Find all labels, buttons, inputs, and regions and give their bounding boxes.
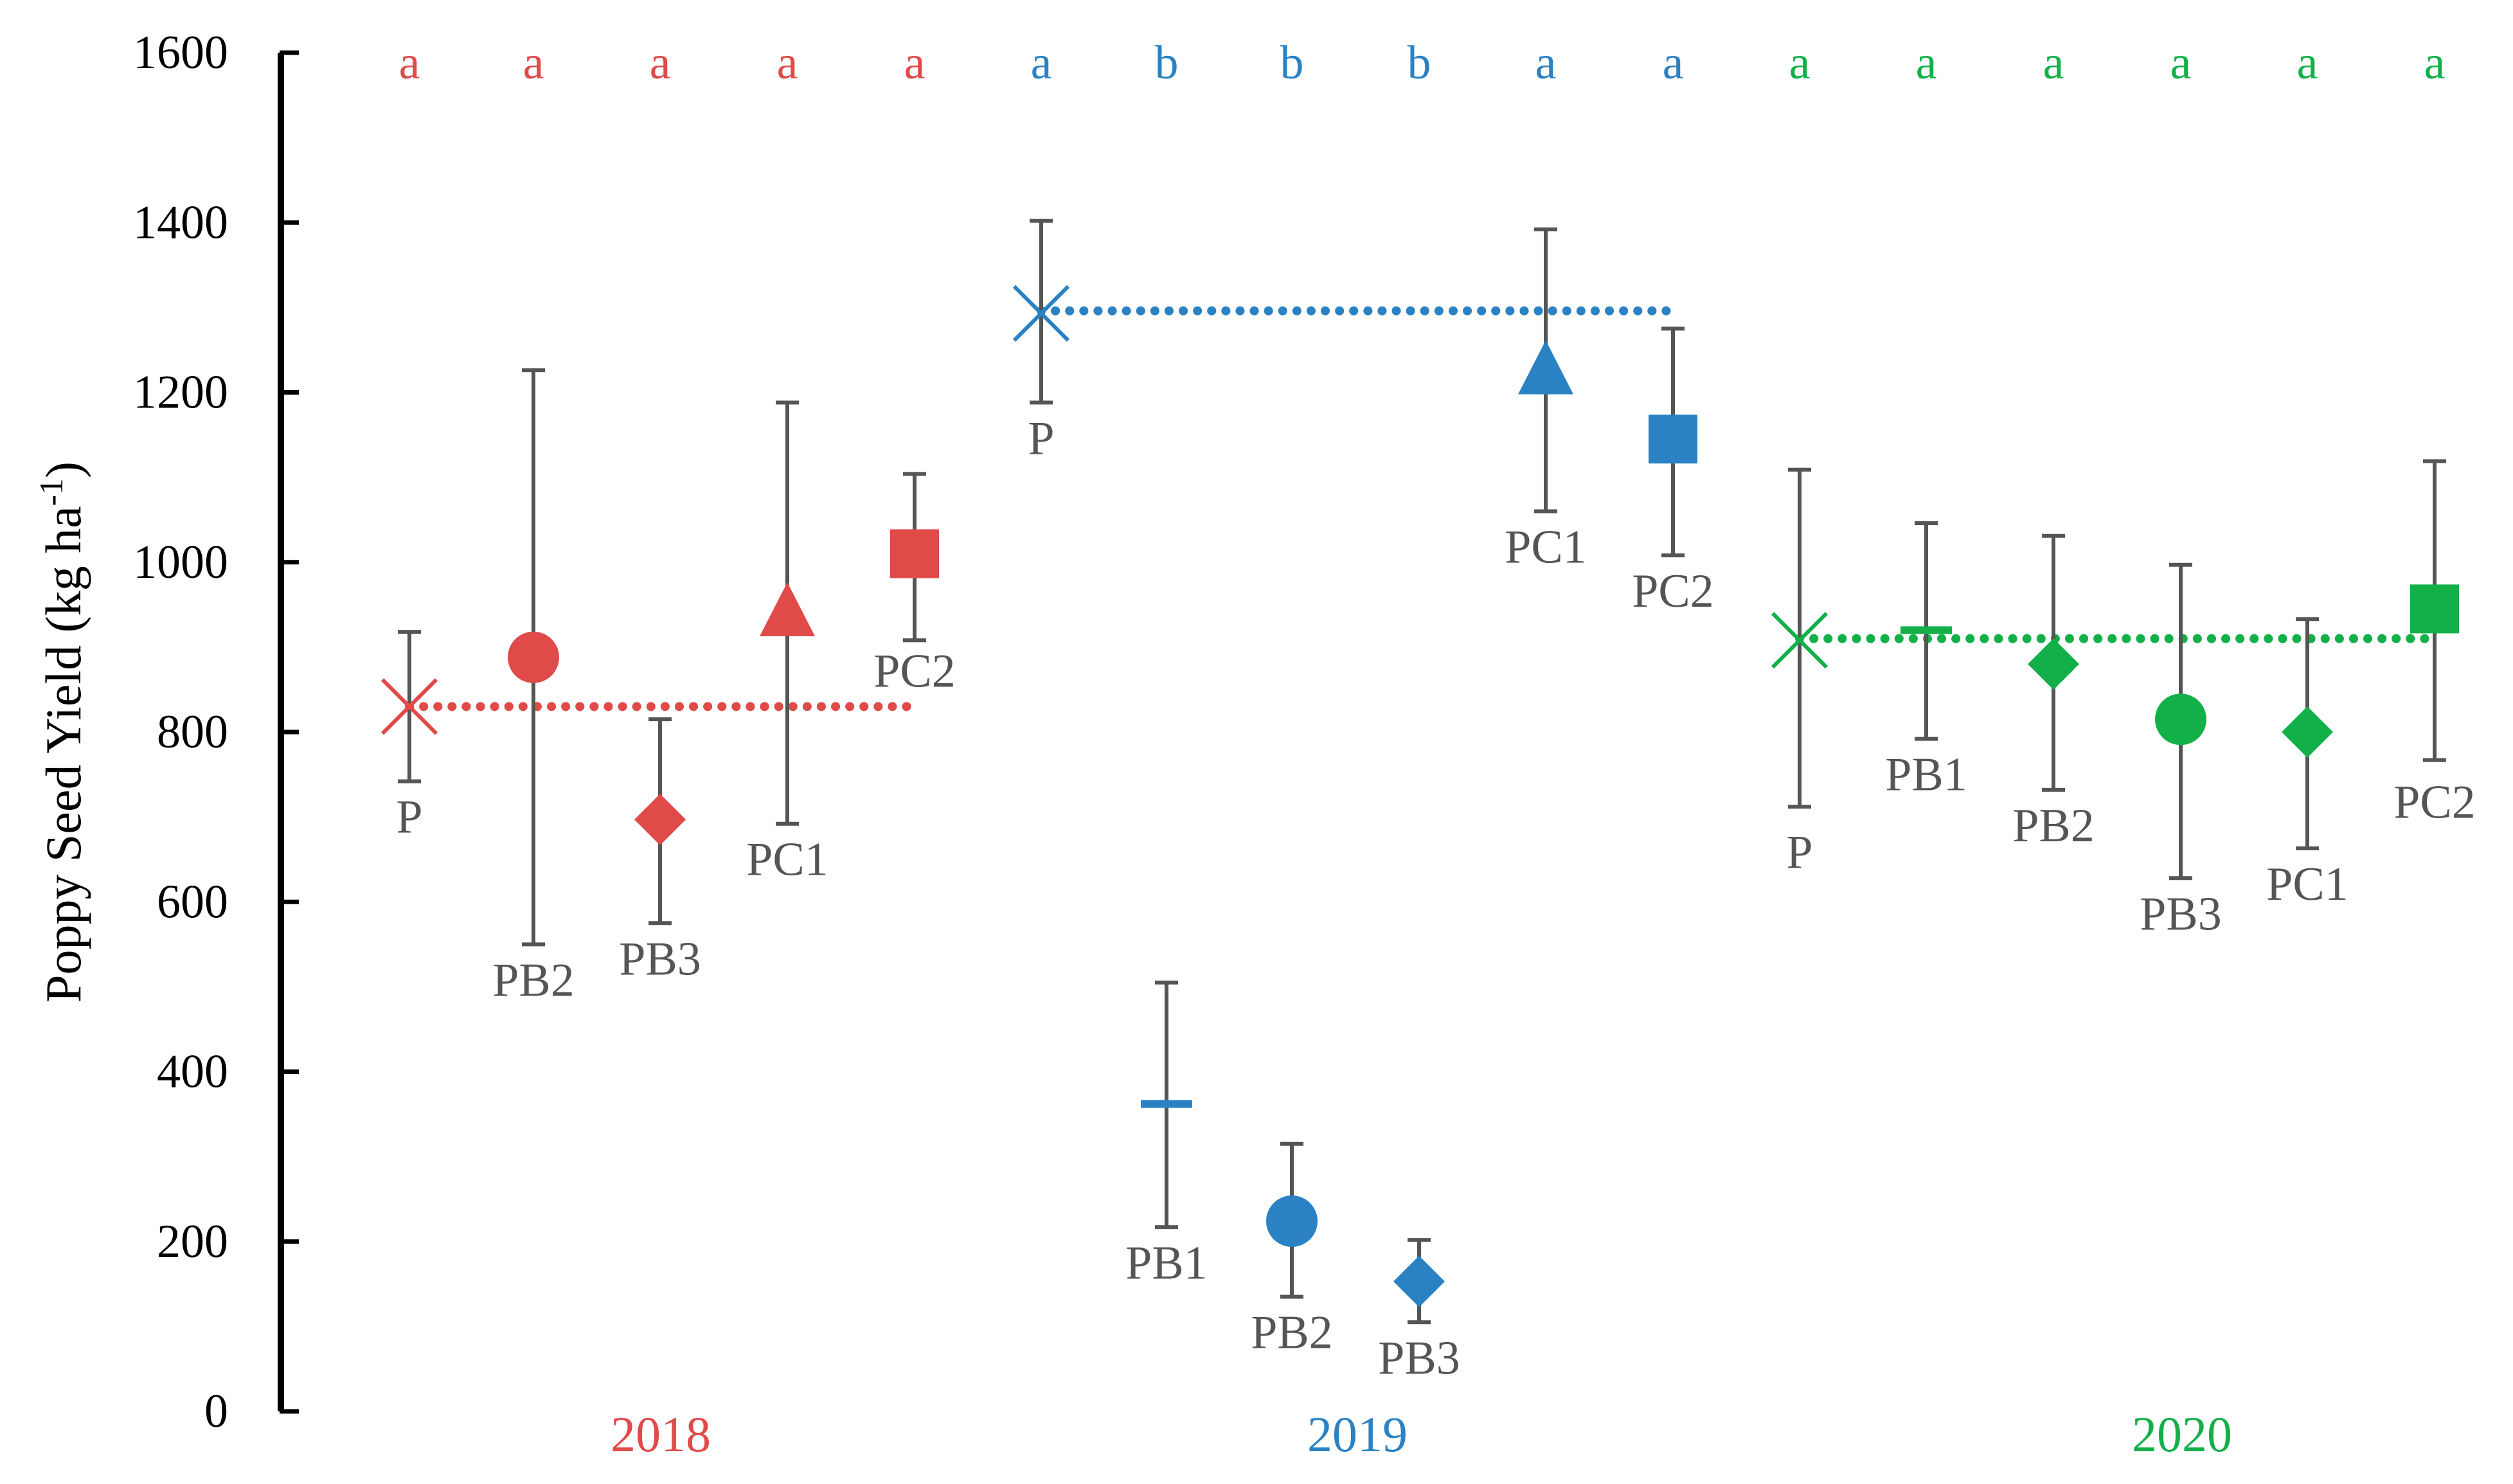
y-tick-label: 400 (157, 1046, 228, 1098)
y-tick-label: 800 (157, 706, 228, 758)
error-bars (398, 219, 2446, 1325)
point-label-2020-pc1: PC1 (2266, 858, 2348, 911)
point-label-2020-pb3: PB3 (2140, 888, 2222, 940)
point-label-2018-pb2: PB2 (492, 954, 575, 1006)
y-tick-label: 1600 (133, 26, 228, 79)
letter-2018-pc2: a (904, 37, 926, 89)
y-axis-title: Poppy Seed Yield (kg ha-1) (33, 461, 91, 1003)
marker-2019-pb3 (1393, 1255, 1445, 1307)
letter-2019-pb3: b (1408, 37, 1431, 89)
y-axis-title-text: Poppy Seed Yield (kg ha-1) (33, 461, 91, 1003)
marker-2020-pc2 (2410, 584, 2459, 634)
y-tick-label: 600 (157, 875, 228, 928)
letter-2019-pc1: a (1535, 37, 1557, 89)
letter-2020-pc1: a (2297, 37, 2318, 89)
data-markers (380, 285, 2459, 1307)
marker-2020-p (1771, 612, 1829, 669)
marker-2019-pb2 (1266, 1195, 1318, 1247)
letter-2018-pb2: a (523, 37, 544, 89)
y-title-superscript: -1 (33, 478, 70, 506)
point-label-2019-pb2: PB2 (1251, 1307, 1333, 1359)
year-label-2020: 2020 (2132, 1406, 2232, 1462)
y-tick-label: 200 (157, 1215, 228, 1268)
point-label-2020-pc2: PC2 (2393, 776, 2476, 829)
letter-2018-p: a (399, 37, 420, 89)
year-labels: 2018 2019 2020 (611, 1406, 2232, 1462)
marker-2020-pb2 (2028, 638, 2079, 690)
year-label-2018: 2018 (611, 1406, 711, 1462)
marker-2018-pc2 (890, 529, 939, 578)
marker-2020-pb1 (1900, 626, 1952, 634)
point-label-2018-pc1: PC1 (746, 834, 828, 886)
point-label-2019-pb1: PB1 (1125, 1237, 1208, 1289)
letter-2020-pc2: a (2424, 37, 2446, 89)
point-labels: P PB2 PB3 PC1 PC2 P PB1 PB2 PB3 PC1 PC2 P PB1 PB2 PB3 P… (396, 412, 2475, 1384)
marker-2018-pb3 (634, 794, 686, 846)
letter-2018-pc1: a (777, 37, 798, 89)
year-label-2019: 2019 (1307, 1406, 1408, 1462)
point-label-2018-pc2: PC2 (873, 645, 956, 697)
letter-2020-pb3: a (2170, 37, 2192, 89)
marker-2018-pb2 (508, 631, 559, 683)
point-label-2020-pb2: PB2 (2012, 800, 2095, 852)
y-axis: 0 200 400 600 800 1000 1200 1400 1600 (133, 26, 299, 1438)
letter-2019-pb1: b (1155, 37, 1179, 89)
point-label-2019-pb3: PB3 (1378, 1332, 1460, 1384)
point-label-2018-p: P (396, 791, 422, 844)
letter-2018-pb3: a (650, 37, 671, 89)
y-tick-label: 0 (204, 1385, 228, 1438)
marker-2020-pc1 (2282, 706, 2333, 758)
y-tick-label: 1000 (133, 536, 228, 589)
marker-2019-p (1012, 285, 1070, 342)
y-tick-label: 1400 (133, 196, 228, 249)
y-title-close: ) (35, 461, 91, 478)
letter-2020-pb2: a (2043, 37, 2064, 89)
point-label-2019-pc2: PC2 (1632, 565, 1714, 618)
marker-2019-pb1 (1141, 1100, 1192, 1108)
letter-2020-pb1: a (1916, 37, 1937, 89)
y-tick-label: 1200 (133, 366, 228, 419)
marker-2018-pc1 (760, 582, 815, 637)
marker-2018-p (380, 678, 438, 735)
letter-2019-pb2: b (1280, 37, 1304, 89)
marker-2020-pb3 (2155, 693, 2206, 746)
point-label-2018-pb3: PB3 (619, 933, 701, 985)
point-label-2020-pb1: PB1 (1885, 749, 1967, 801)
point-label-2019-p: P (1028, 412, 1054, 465)
marker-2019-pc1 (1518, 340, 1573, 395)
y-title-main: Poppy Seed Yield (kg ha (35, 506, 91, 1003)
marker-2019-pc2 (1649, 415, 1697, 464)
letter-2019-pc2: a (1663, 37, 1684, 89)
letter-2020-p: a (1789, 37, 1811, 89)
point-label-2020-p: P (1786, 826, 1812, 879)
letter-2019-p: a (1031, 37, 1052, 89)
point-label-2019-pc1: PC1 (1505, 521, 1587, 573)
control-mean-lines (405, 306, 2439, 711)
